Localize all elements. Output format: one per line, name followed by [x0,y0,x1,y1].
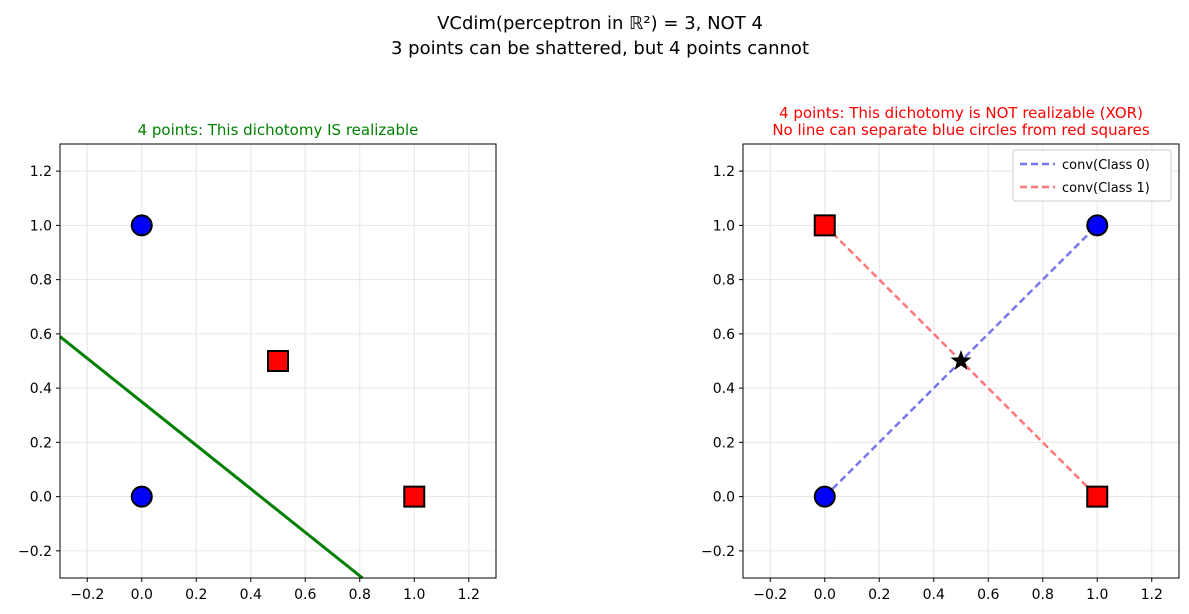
y-tick-label: 0.2 [713,435,735,451]
data-point-circle [130,485,153,508]
right-legend: conv(Class 0) conv(Class 1) [1012,149,1172,202]
left-chart-title: 4 points: This dichotomy IS realizable [138,121,419,139]
x-tick-label: 0.4 [923,587,945,603]
y-tick-label: 1.2 [30,164,52,180]
y-tick-label: 0.8 [30,273,52,289]
right-plot-frame [742,143,1180,579]
y-tick-label: −0.2 [701,544,735,560]
y-tick-label: 0.2 [30,435,52,451]
data-point-circle [1086,214,1109,237]
figure-title-line2: 3 points can be shattered, but 4 points … [391,38,809,59]
data-point-square [403,485,426,508]
y-tick-label: −0.2 [18,544,52,560]
left-plot-frame [59,143,497,579]
y-tick-label: 0.6 [713,327,735,343]
y-tick-label: 0.4 [30,381,52,397]
x-tick-label: 0.0 [814,587,836,603]
data-point-circle [130,214,153,237]
x-tick-label: 1.2 [1141,587,1163,603]
x-tick-label: 0.6 [977,587,999,603]
x-tick-label: −0.2 [70,587,104,603]
right-ticks: −0.2 −0.2 0.0 0.0 0.2 0.2 0.4 0.4 0.6 0.6 0.8 0.8 1.… [701,164,1163,603]
legend-label-class0: conv(Class 0) [1062,158,1150,173]
right-chart-panel: 4 points: This dichotomy is NOT realizab… [701,104,1180,603]
y-tick-label: 0.0 [713,490,735,506]
x-tick-label: 1.0 [1086,587,1108,603]
intersection-star-marker [950,350,972,370]
right-chart-title-line2: No line can separate blue circles from r… [772,121,1150,139]
y-tick-label: 0.6 [30,327,52,343]
x-tick-label: 0.6 [294,587,316,603]
x-tick-label: 0.8 [349,587,371,603]
left-ticks: −0.2 −0.2 0.0 0.0 0.2 0.2 0.4 0.4 0.6 0.6 0.8 0.8 1.… [18,164,480,603]
x-tick-label: 0.4 [240,587,262,603]
data-point-square [267,350,289,372]
left-chart-panel: 4 points: This dichotomy IS realizable −… [18,121,497,603]
right-grid [743,144,1179,578]
separating-line [59,335,364,580]
x-tick-label: −0.2 [753,587,787,603]
left-lines [59,335,364,580]
x-tick-label: 0.2 [868,587,890,603]
left-points [130,214,426,508]
figure-title-line1: VCdim(perceptron in ℝ²) = 3, NOT 4 [437,13,763,34]
x-tick-label: 1.2 [458,587,480,603]
legend-label-class1: conv(Class 1) [1062,181,1150,196]
y-tick-label: 0.0 [30,490,52,506]
y-tick-label: 1.0 [713,218,735,234]
x-tick-label: 0.8 [1032,587,1054,603]
right-points [813,214,1109,508]
y-tick-label: 0.4 [713,381,735,397]
data-point-circle [813,485,836,508]
y-tick-label: 1.0 [30,218,52,234]
y-tick-label: 1.2 [713,164,735,180]
x-tick-label: 0.0 [131,587,153,603]
legend-box [1012,149,1172,202]
x-tick-label: 0.2 [185,587,207,603]
data-point-square [1086,485,1109,508]
x-tick-label: 1.0 [403,587,425,603]
right-chart-title-line1: 4 points: This dichotomy is NOT realizab… [779,104,1143,122]
data-point-square [813,214,836,237]
y-tick-label: 0.8 [713,273,735,289]
